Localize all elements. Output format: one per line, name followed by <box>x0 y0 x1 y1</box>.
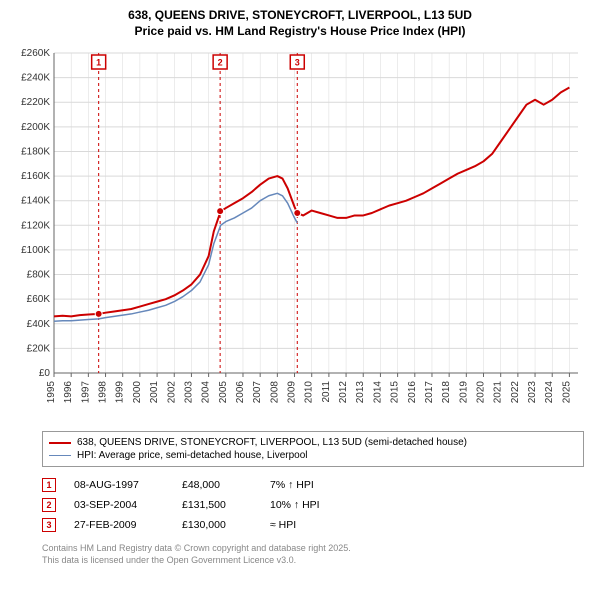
sale-price: £48,000 <box>182 479 252 491</box>
sale-row: 3 27-FEB-2009 £130,000 ≈ HPI <box>42 515 584 535</box>
svg-text:2004: 2004 <box>201 381 212 404</box>
sale-date: 27-FEB-2009 <box>74 519 164 531</box>
sale-marker: 1 <box>42 478 56 492</box>
sale-row: 1 08-AUG-1997 £48,000 7% ↑ HPI <box>42 475 584 495</box>
svg-text:2016: 2016 <box>407 381 418 404</box>
sale-price: £130,000 <box>182 519 252 531</box>
svg-text:£80K: £80K <box>27 270 51 281</box>
svg-text:2022: 2022 <box>510 381 521 404</box>
svg-text:2020: 2020 <box>476 381 487 404</box>
svg-text:£100K: £100K <box>21 245 50 256</box>
svg-text:2000: 2000 <box>132 381 143 404</box>
svg-text:£20K: £20K <box>27 344 51 355</box>
legend-row: HPI: Average price, semi-detached house,… <box>49 449 577 462</box>
svg-text:2023: 2023 <box>527 381 538 404</box>
svg-text:1999: 1999 <box>115 381 126 404</box>
sale-date: 03-SEP-2004 <box>74 499 164 511</box>
title-line1: 638, QUEENS DRIVE, STONEYCROFT, LIVERPOO… <box>12 8 588 24</box>
svg-text:2013: 2013 <box>355 381 366 404</box>
svg-text:2011: 2011 <box>321 381 332 403</box>
chart: £0 £20K £40K £60K £80K £100K £120K £140K £160K £1… <box>12 45 588 425</box>
svg-text:1998: 1998 <box>98 381 109 404</box>
svg-text:2009: 2009 <box>287 381 298 404</box>
sale-relation: 10% ↑ HPI <box>270 499 360 511</box>
svg-text:2003: 2003 <box>183 381 194 404</box>
line-chart-svg: £0 £20K £40K £60K £80K £100K £120K £140K £160K £1… <box>12 45 588 425</box>
svg-text:2005: 2005 <box>218 381 229 404</box>
svg-text:£120K: £120K <box>21 220 50 231</box>
legend-label: HPI: Average price, semi-detached house,… <box>77 450 308 461</box>
svg-text:2002: 2002 <box>166 381 177 404</box>
svg-text:2008: 2008 <box>269 381 280 404</box>
svg-text:2007: 2007 <box>252 381 263 404</box>
svg-text:£140K: £140K <box>21 196 50 207</box>
svg-text:1: 1 <box>96 58 101 68</box>
svg-text:3: 3 <box>295 58 300 68</box>
sale-row: 2 03-SEP-2004 £131,500 10% ↑ HPI <box>42 495 584 515</box>
svg-text:2025: 2025 <box>561 381 572 404</box>
svg-text:£240K: £240K <box>21 73 50 84</box>
svg-text:£40K: £40K <box>27 319 51 330</box>
svg-text:1997: 1997 <box>80 381 91 404</box>
svg-text:£160K: £160K <box>21 171 50 182</box>
svg-text:2017: 2017 <box>424 381 435 404</box>
legend: 638, QUEENS DRIVE, STONEYCROFT, LIVERPOO… <box>42 431 584 467</box>
attribution-line1: Contains HM Land Registry data © Crown c… <box>42 543 584 555</box>
svg-text:2019: 2019 <box>458 381 469 404</box>
svg-text:2024: 2024 <box>544 381 555 404</box>
svg-text:£200K: £200K <box>21 122 50 133</box>
chart-title: 638, QUEENS DRIVE, STONEYCROFT, LIVERPOO… <box>12 8 588 39</box>
legend-label: 638, QUEENS DRIVE, STONEYCROFT, LIVERPOO… <box>77 437 467 448</box>
svg-text:2010: 2010 <box>304 381 315 404</box>
legend-swatch <box>49 442 71 444</box>
sale-marker: 2 <box>42 498 56 512</box>
svg-text:2001: 2001 <box>149 381 160 404</box>
svg-text:£60K: £60K <box>27 294 51 305</box>
sale-relation: 7% ↑ HPI <box>270 479 360 491</box>
svg-text:1996: 1996 <box>63 381 74 404</box>
sale-date: 08-AUG-1997 <box>74 479 164 491</box>
sale-price: £131,500 <box>182 499 252 511</box>
svg-text:2006: 2006 <box>235 381 246 404</box>
svg-text:2014: 2014 <box>372 381 383 404</box>
title-line2: Price paid vs. HM Land Registry's House … <box>12 24 588 40</box>
svg-text:£0: £0 <box>39 368 51 379</box>
attribution-line2: This data is licensed under the Open Gov… <box>42 555 584 567</box>
svg-text:2018: 2018 <box>441 381 452 404</box>
svg-text:2021: 2021 <box>493 381 504 404</box>
svg-text:2015: 2015 <box>390 381 401 404</box>
svg-text:1995: 1995 <box>46 381 57 404</box>
sale-relation: ≈ HPI <box>270 519 360 531</box>
legend-swatch <box>49 455 71 457</box>
legend-row: 638, QUEENS DRIVE, STONEYCROFT, LIVERPOO… <box>49 436 577 449</box>
sale-marker: 3 <box>42 518 56 532</box>
svg-text:£220K: £220K <box>21 97 50 108</box>
sales-table: 1 08-AUG-1997 £48,000 7% ↑ HPI 2 03-SEP-2004 £… <box>42 475 584 535</box>
svg-text:£260K: £260K <box>21 48 50 59</box>
svg-text:£180K: £180K <box>21 147 50 158</box>
svg-text:2: 2 <box>218 58 223 68</box>
svg-text:2012: 2012 <box>338 381 349 404</box>
attribution: Contains HM Land Registry data © Crown c… <box>42 543 584 566</box>
